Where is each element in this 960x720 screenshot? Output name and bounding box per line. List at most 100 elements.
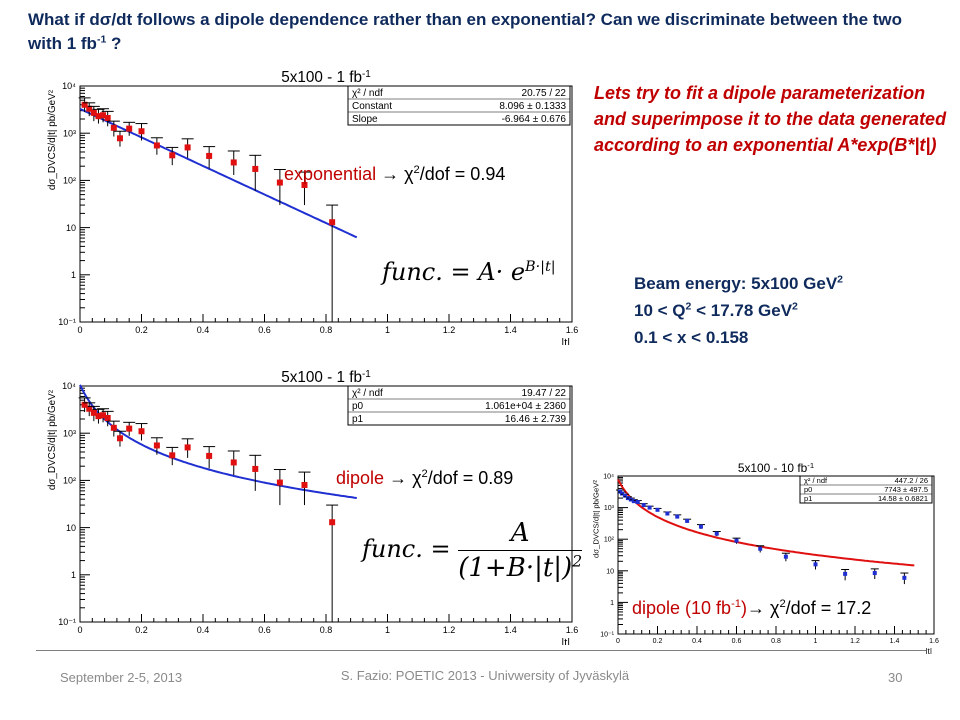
slide-title: What if dσ/dt follows a dipole dependenc… [28,10,903,53]
q2-range: 10 < Q2 < 17.78 GeV2 [634,300,798,320]
stats-value: -6.964 ± 0.676 [502,114,567,125]
x-tick-label: 1.4 [504,625,517,635]
dipole-formula-numerator: A [458,518,583,551]
x-tick-label: 0.8 [771,638,781,645]
y-tick-label: 10⁴ [62,381,76,391]
x-tick-label: 0.2 [135,625,148,635]
x-tick-label: 0.2 [135,325,148,335]
stats-value: 7743 ± 497.5 [884,485,928,494]
beam-energy: Beam energy: 5x100 GeV2 [634,273,844,293]
data-point [698,524,703,529]
data-point [276,479,283,486]
y-tick-label: 10² [63,476,76,486]
stats-box [347,385,571,426]
data-point [95,413,102,420]
data-point [252,165,259,172]
plot-title-sup: -1 [807,461,814,470]
x-tick-label: 1.4 [890,638,900,645]
y-tick-label: 10 [66,223,76,233]
data-point [714,531,719,536]
data-point [90,109,97,116]
data-point [685,518,690,523]
y-axis-label: dσ_DVCS/d|t| pb/GeV² [591,480,600,558]
plot-title-sup: -1 [362,369,371,380]
x-tick-label: 1 [814,638,818,645]
fit-note: Lets try to fit a dipole parameterizatio… [594,83,947,155]
data-point [843,571,848,576]
data-point [126,425,133,432]
dipole-formula: func. = A (1+B·|t|)2 [362,518,583,583]
data-point [655,507,660,512]
data-point [902,575,907,580]
data-point [665,511,670,516]
x-tick-label: 0.8 [320,625,333,635]
x-tick-label: 1.6 [929,638,939,645]
x-axis-label: |t| [561,337,570,345]
y-tick-label: 1 [610,600,614,607]
exponential-fit-plot: 5x100 - 1 fb-1 0 0.2 0.4 0.6 0.8 1 1.2 1.4 1.6 |t|… [47,69,578,346]
dipole-formula-fraction: A (1+B·|t|)2 [458,518,583,583]
data-point [619,491,624,496]
footer-center: S. Fazio: POETIC 2013 - Univwersity of J… [340,668,630,683]
data-point [138,428,145,435]
data-point [301,481,308,488]
y-tick-label: 10⁻¹ [600,631,614,638]
footer-date: September 2-5, 2013 [60,670,183,685]
data-point [184,444,191,451]
y-tick-label: 10³ [604,505,615,512]
data-point [169,152,176,159]
plot-title-sup: -1 [362,69,371,80]
dipole-chi2-label: dipole → χ2/dof = 0.89 [336,468,514,488]
footer-divider [36,650,926,651]
stats-name: p0 [804,485,812,494]
data-point [81,101,88,108]
data-point [81,401,88,408]
x-tick-label: 0.4 [692,638,702,645]
fit-curve [79,107,358,239]
x-tick-label: 0.4 [197,325,210,335]
stats-value: 8.096 ± 0.1333 [499,101,566,112]
stats-name: χ² / ndf [804,476,828,485]
x-tick-label: 1.2 [850,638,860,645]
x-tick-label: 1.4 [504,325,517,335]
data-point [230,459,237,466]
data-point [116,435,123,442]
y-axis-label: dσ_DVCS/d|t| pb/GeV² [47,89,58,190]
y-axis-label: dσ_DVCS/d|t| pb/GeV² [47,389,58,490]
x-tick-label: 0.6 [258,325,271,335]
data-point [872,571,877,576]
fit-curve [79,384,357,499]
plot-title: 5x100 - 1 fb-1 [281,69,371,87]
data-point [153,442,160,449]
data-point [86,105,93,112]
y-tick-label: 10⁻¹ [58,317,76,327]
data-point [206,452,213,459]
dipole-formula-lhs: func. = [362,535,451,563]
y-tick-label: 10⁻¹ [58,617,76,627]
x-tick-label: 1.2 [443,325,456,335]
y-tick-label: 10 [606,568,614,575]
data-point [783,554,788,559]
stats-value: 447.2 / 26 [895,476,928,485]
data-point [138,128,145,135]
y-tick-label: 10³ [63,428,76,438]
x-tick-label: 0.8 [320,325,333,335]
plot-title: 5x100 - 10 fb-1 [738,461,814,476]
stats-name: p0 [352,401,364,412]
data-point [126,125,133,132]
data-point [110,124,117,131]
y-tick-label: 1 [71,270,76,280]
data-point [641,503,646,508]
data-point [104,414,111,421]
dipole-fit-plot: 5x100 - 1 fb-1 0 0.2 0.4 0.6 0.8 1 1.2 1.4 1.6 |t|… [47,369,578,646]
data-point [758,546,763,551]
x-range: 0.1 < x < 0.158 [634,328,749,347]
stats-value: 14.58 ± 0.6821 [878,494,928,503]
data-point [100,412,107,419]
exponential-chi2-label: exponential → χ2/dof = 0.94 [284,164,506,184]
dipole-formula-denominator: (1+B·|t|)2 [458,552,583,583]
x-axis-label: |t| [561,637,570,645]
data-point [329,219,336,226]
data-point [153,142,160,149]
x-tick-label: 1 [385,625,390,635]
